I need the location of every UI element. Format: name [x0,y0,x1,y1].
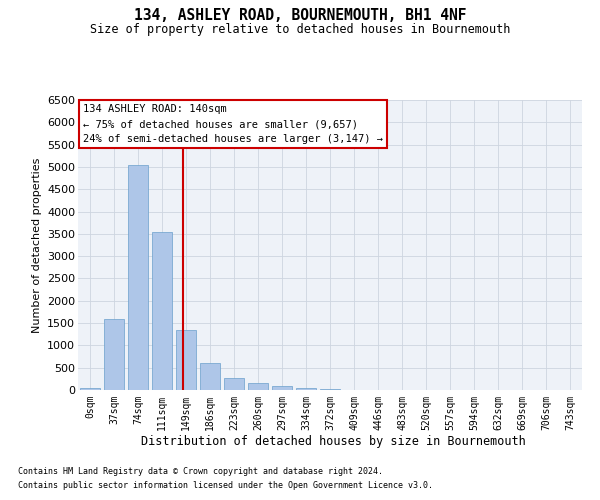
Bar [296,388,316,390]
Bar [80,388,100,390]
Bar [128,164,148,390]
Text: Distribution of detached houses by size in Bournemouth: Distribution of detached houses by size … [140,435,526,448]
Y-axis label: Number of detached properties: Number of detached properties [32,158,41,332]
Text: 134 ASHLEY ROAD: 140sqm
← 75% of detached houses are smaller (9,657)
24% of semi: 134 ASHLEY ROAD: 140sqm ← 75% of detache… [83,104,383,144]
Text: Size of property relative to detached houses in Bournemouth: Size of property relative to detached ho… [90,22,510,36]
Bar [224,378,244,390]
Bar [176,330,196,390]
Bar [104,318,124,390]
Bar [272,386,292,390]
Bar [248,384,268,390]
Bar [152,232,172,390]
Text: 134, ASHLEY ROAD, BOURNEMOUTH, BH1 4NF: 134, ASHLEY ROAD, BOURNEMOUTH, BH1 4NF [134,8,466,22]
Bar [320,389,340,390]
Text: Contains public sector information licensed under the Open Government Licence v3: Contains public sector information licen… [18,481,433,490]
Bar [200,363,220,390]
Text: Contains HM Land Registry data © Crown copyright and database right 2024.: Contains HM Land Registry data © Crown c… [18,467,383,476]
